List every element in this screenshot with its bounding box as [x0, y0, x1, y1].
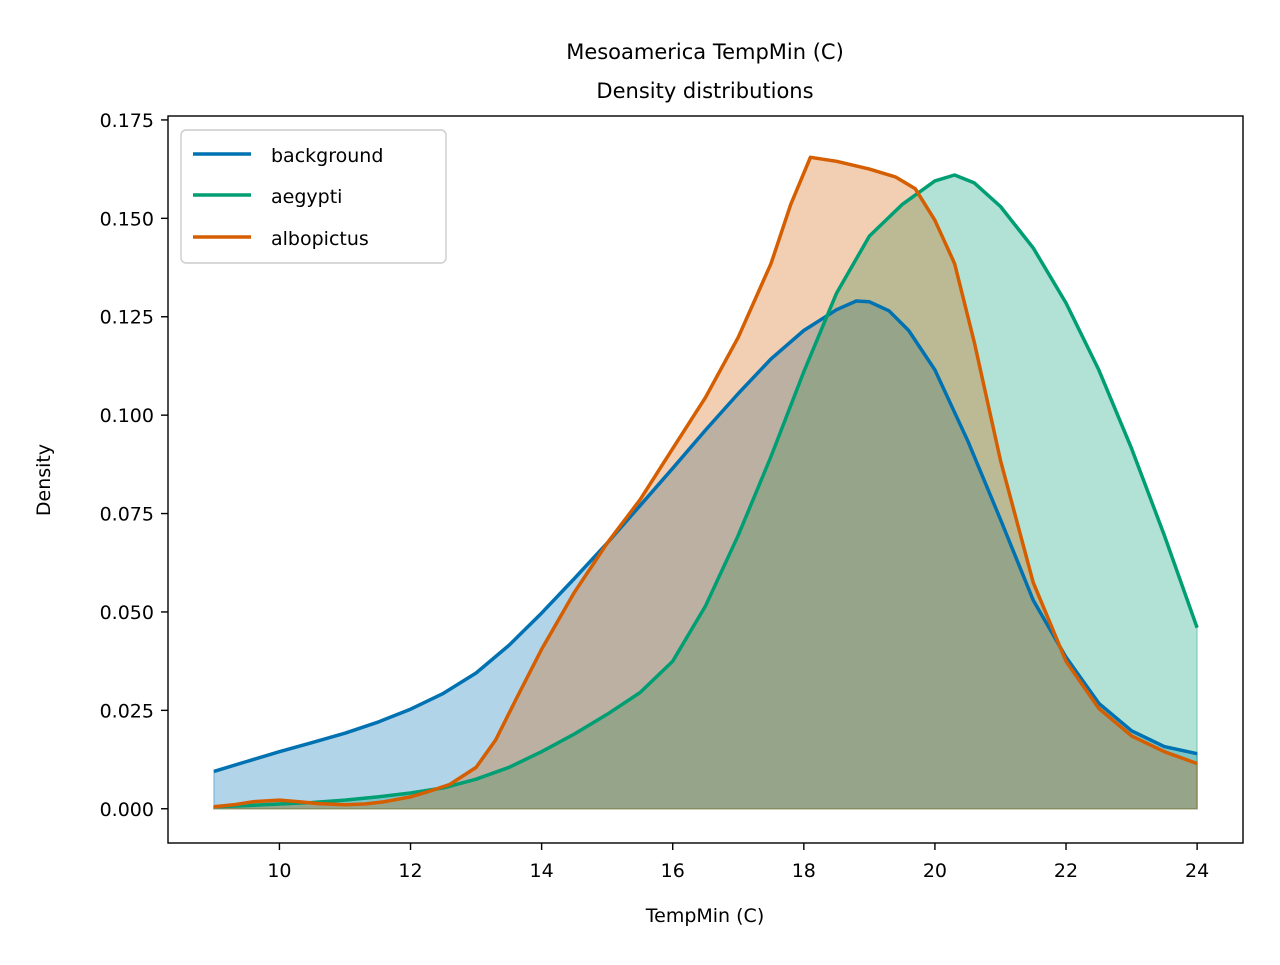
y-tick-label: 0.175	[100, 110, 154, 132]
series-lines	[213, 155, 1199, 809]
legend-label-albopictus: albopictus	[271, 228, 369, 250]
legend-label-aegypti: aegypti	[271, 186, 342, 208]
y-axis-label: Density	[33, 444, 55, 516]
y-tick-label: 0.100	[100, 405, 154, 427]
x-tick-label: 22	[1054, 860, 1078, 882]
x-axis-label: TempMin (C)	[645, 905, 764, 927]
y-tick-label: 0.125	[100, 307, 154, 329]
x-tick-label: 12	[398, 860, 422, 882]
line-aegypti	[213, 173, 1199, 809]
x-tick-label: 24	[1185, 860, 1209, 882]
x-tick-label: 18	[792, 860, 816, 882]
y-tick-label: 0.075	[100, 504, 154, 526]
y-tick-label: 0.050	[100, 602, 154, 624]
plot-frame	[167, 115, 1244, 844]
y-axis-ticks: 0.000 0.025 0.050 0.075 0.100 0.125 0.150 0.175	[100, 110, 168, 821]
x-tick-label: 20	[923, 860, 947, 882]
x-tick-label: 16	[661, 860, 685, 882]
legend-label-background: background	[271, 145, 383, 167]
y-tick-label: 0.025	[100, 700, 154, 722]
y-tick-label: 0.150	[100, 208, 154, 230]
y-tick-label: 0.000	[100, 799, 154, 821]
line-background	[213, 299, 1198, 774]
legend-box	[180, 129, 447, 264]
x-axis-ticks: 10 12 14 16 18 20 22 24	[267, 843, 1209, 882]
line-albopictus	[213, 155, 1198, 809]
x-tick-label: 14	[530, 860, 554, 882]
x-tick-label: 10	[267, 860, 291, 882]
chart-title: Mesoamerica TempMin (C)	[566, 40, 844, 64]
legend: background aegypti albopictus	[180, 129, 447, 264]
chart-subtitle: Density distributions	[596, 79, 813, 103]
